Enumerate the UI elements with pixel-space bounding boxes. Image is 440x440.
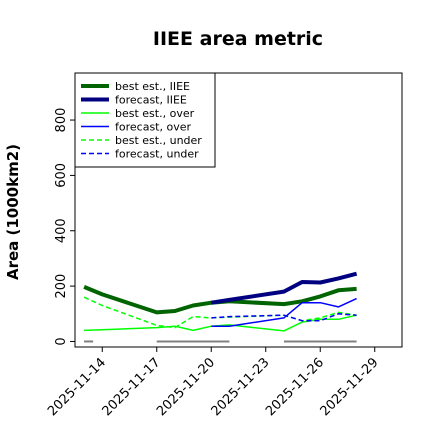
- y-tick-label-1: 200: [54, 274, 69, 299]
- y-tick-label-3: 600: [54, 163, 69, 188]
- y-tick-label-2: 400: [54, 218, 69, 243]
- legend-label-0: best est., IIEE: [115, 80, 190, 93]
- x-axis-ticks: 2025-11-142025-11-172025-11-202025-11-23…: [45, 347, 382, 419]
- chart-title: IIEE area metric: [153, 28, 323, 50]
- legend-label-1: forecast, IIEE: [115, 94, 187, 107]
- legend-label-4: best est., under: [115, 134, 202, 147]
- legend-label-3: forecast, over: [115, 121, 191, 134]
- series-line-1: [210, 271, 358, 305]
- legend-box: [74, 72, 216, 168]
- legend-label-5: forecast, under: [115, 148, 199, 161]
- series-line-5: [211, 313, 357, 322]
- y-tick-label-0: 0: [54, 337, 69, 345]
- y-axis-label: Area (1000km2): [4, 144, 22, 280]
- legend-label-2: best est., over: [115, 107, 195, 120]
- series-lines: [83, 271, 358, 332]
- y-axis-ticks: 0 200 400 600 800: [54, 108, 75, 346]
- y-tick-label-4: 800: [54, 108, 69, 133]
- x-tick-label-5: 2025-11-29: [318, 355, 382, 419]
- plot-frame: [74, 72, 403, 348]
- series-line-3: [211, 297, 357, 327]
